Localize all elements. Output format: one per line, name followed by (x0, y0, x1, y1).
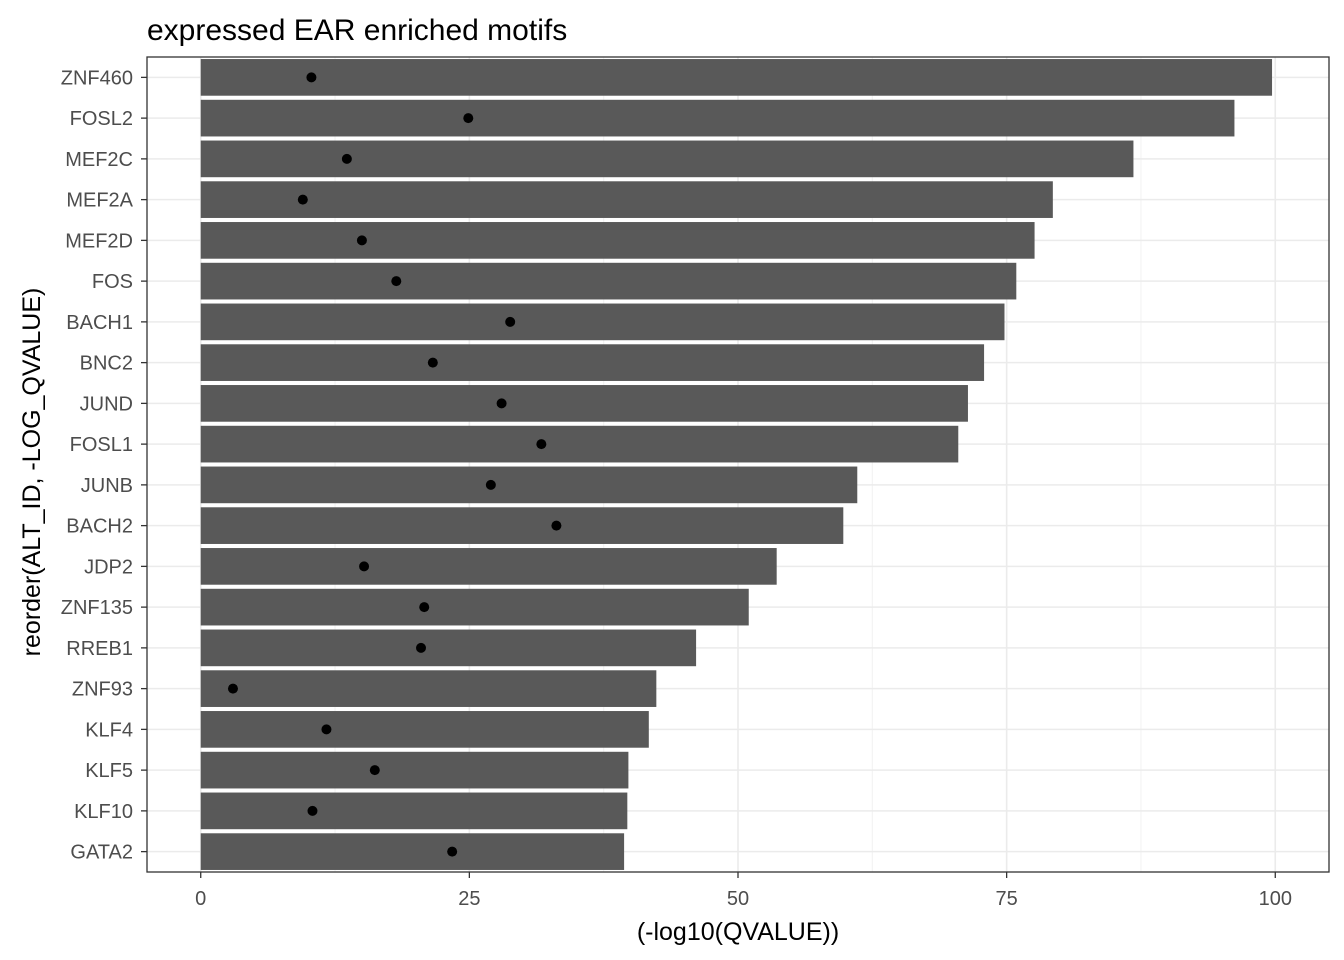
y-tick-label: KLF10 (74, 801, 133, 823)
point (391, 276, 402, 287)
point (341, 153, 352, 164)
bars (200, 59, 1273, 870)
bar (200, 588, 749, 626)
bar (200, 833, 625, 870)
y-tick-label: ZNF460 (61, 67, 133, 89)
bar (200, 303, 1005, 341)
y-tick-label: FOS (92, 271, 133, 293)
bar (200, 140, 1134, 178)
x-tick-label: 0 (195, 888, 206, 910)
bar (200, 792, 628, 830)
point (505, 316, 516, 327)
x-tick-label: 100 (1259, 888, 1292, 910)
bar (200, 751, 629, 789)
bar (200, 262, 1017, 300)
x-axis-title: (-log10(QVALUE)) (637, 918, 839, 946)
point (297, 194, 308, 205)
point (321, 724, 332, 735)
bar (200, 629, 697, 667)
y-tick-label: BNC2 (80, 353, 133, 375)
y-tick-label: MEF2A (66, 190, 133, 212)
bar (200, 425, 959, 463)
bar (200, 59, 1273, 96)
bar (200, 344, 985, 381)
y-tick-label: KLF5 (85, 760, 133, 782)
y-tick-label: JDP2 (84, 556, 133, 578)
y-tick-label: FOSL2 (70, 108, 133, 130)
point (536, 439, 547, 450)
bar (200, 507, 844, 544)
y-tick-label: FOSL1 (70, 434, 133, 456)
x-tick-label: 25 (458, 888, 480, 910)
point (463, 113, 474, 124)
chart-title: expressed EAR enriched motifs (147, 14, 567, 47)
point (359, 561, 370, 572)
y-tick-label: MEF2C (65, 149, 133, 171)
y-tick-label: RREB1 (66, 638, 133, 660)
point (427, 357, 438, 368)
y-tick-label: JUND (80, 393, 133, 415)
y-tick-label: GATA2 (70, 842, 133, 864)
bar (200, 385, 968, 422)
x-tick-label: 75 (996, 888, 1018, 910)
point (356, 235, 367, 246)
x-tick-label: 50 (727, 888, 749, 910)
point (416, 642, 427, 653)
y-tick-label: MEF2D (65, 230, 133, 252)
points (227, 72, 562, 857)
bar (200, 181, 1053, 218)
y-axis: ZNF460 FOSL2 MEF2C MEF2A MEF2D FOS BACH1 BNC2 JU… (61, 67, 147, 864)
bar (200, 99, 1235, 137)
y-tick-label: ZNF135 (61, 597, 133, 619)
bar (200, 670, 657, 707)
point (306, 72, 317, 83)
bar (200, 711, 649, 748)
y-tick-label: JUNB (81, 475, 133, 497)
bar (200, 222, 1035, 259)
point (485, 479, 496, 490)
point (551, 520, 562, 531)
point (227, 683, 238, 694)
point (369, 765, 380, 776)
bar (200, 466, 858, 504)
y-tick-label: BACH1 (66, 312, 133, 334)
grid (147, 57, 1329, 872)
y-tick-label: ZNF93 (72, 679, 133, 701)
y-tick-label: KLF4 (85, 719, 133, 741)
y-axis-title: reorder(ALT_ID, -LOG_QVALUE) (18, 288, 46, 657)
point (496, 398, 507, 409)
y-tick-label: BACH2 (66, 516, 133, 538)
point (307, 805, 318, 816)
point (419, 602, 430, 613)
x-axis: 0 25 50 75 100 (195, 872, 1292, 910)
point (447, 846, 458, 857)
bar (200, 548, 777, 585)
